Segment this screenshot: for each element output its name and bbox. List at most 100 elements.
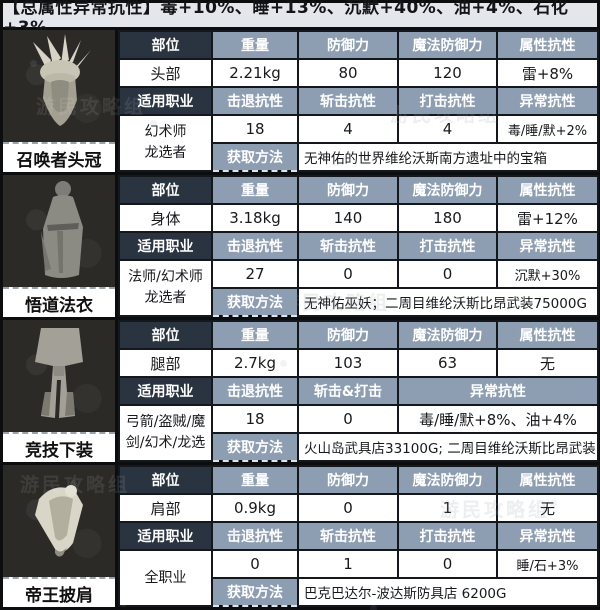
- col-header-magic-defense: 魔法防御力: [397, 320, 498, 350]
- cape-silhouette-icon: [35, 485, 83, 557]
- stat-slash: 0: [297, 259, 399, 289]
- item-panel: 帝王披肩: [3, 465, 115, 607]
- col-header-magic-defense: 魔法防御力: [397, 465, 498, 495]
- col-header-classes: 适用职业: [118, 376, 213, 406]
- pants-image: [3, 320, 115, 432]
- col-header-elem-resist: 属性抗性: [496, 465, 599, 495]
- stat-magic-defense: 63: [397, 348, 498, 378]
- acquire-label: 获取方法: [211, 142, 299, 172]
- stats-table: 部位 重量 防御力 魔法防御力 属性抗性 身体 3.18kg 140 180 雷…: [118, 175, 599, 317]
- stat-knockback: 27: [211, 259, 299, 289]
- acquire-method: 无神佑的世界维纶沃斯南方遗址中的宝箱: [297, 142, 599, 172]
- class-line: 龙选者: [144, 145, 187, 161]
- stat-knockback: 18: [211, 114, 299, 144]
- stat-part: 头部: [118, 58, 213, 88]
- stat-strike: 0: [397, 259, 498, 289]
- col-header-classes: 适用职业: [118, 521, 213, 551]
- acquire-method: 无神佑巫妖；二周目维纶沃斯比昂武装75000G: [297, 287, 599, 317]
- stat-knockback: 18: [211, 404, 299, 434]
- col-header-slash: 斩击抗性: [297, 231, 399, 261]
- stat-slash-strike: 0: [297, 404, 399, 434]
- col-header-slash: 斩击抗性: [297, 86, 399, 116]
- stat-part: 腿部: [118, 348, 213, 378]
- equipment-section-legs: 竞技下装 部位 重量 防御力 魔法防御力 属性抗性 腿部 2.7kg 103 6…: [3, 320, 599, 462]
- stat-elem-resist: 雷+12%: [496, 203, 599, 233]
- equipment-section-head: 召唤者头冠 部位 重量 防御力 魔法防御力 属性抗性 头部 2.21kg 80 …: [3, 30, 599, 172]
- cape-image: [3, 465, 115, 577]
- stat-slash: 1: [297, 549, 399, 579]
- stat-slash: 4: [297, 114, 399, 144]
- col-header-magic-defense: 魔法防御力: [397, 175, 498, 205]
- col-header-part: 部位: [118, 465, 213, 495]
- col-header-defense: 防御力: [297, 175, 399, 205]
- stat-classes: 幻术师 龙选者: [118, 114, 213, 172]
- col-header-knockback: 击退抗性: [211, 86, 299, 116]
- equipment-section-body: 悟道法衣 部位 重量 防御力 魔法防御力 属性抗性 身体 3.18kg 140 …: [3, 175, 599, 317]
- crown-silhouette-icon: [33, 34, 91, 126]
- item-panel: 竞技下装: [3, 320, 115, 462]
- class-line: 弓箭/盗贼/魔: [125, 414, 206, 430]
- item-name: 召唤者头冠: [3, 142, 115, 172]
- class-line: 龙选者: [144, 290, 187, 306]
- item-panel: 悟道法衣: [3, 175, 115, 317]
- col-header-weight: 重量: [211, 320, 299, 350]
- stat-classes: 弓箭/盗贼/魔 剑/幻术/龙选: [118, 404, 213, 462]
- acquire-label: 获取方法: [211, 287, 299, 317]
- stat-strike: 4: [397, 114, 498, 144]
- col-header-slash: 斩击抗性: [297, 521, 399, 551]
- acquire-method: 火山岛武具店33100G; 二周目维纶沃斯比昂武装: [297, 432, 599, 462]
- stat-magic-defense: 1: [397, 493, 498, 523]
- class-line: 剑/幻术/龙选: [125, 435, 206, 451]
- col-header-classes: 适用职业: [118, 231, 213, 261]
- robe-silhouette-icon: [41, 181, 83, 278]
- col-header-slash-strike: 斩击&打击: [297, 376, 399, 406]
- stats-table: 部位 重量 防御力 魔法防御力 属性抗性 肩部 0.9kg 0 1 无 适用职业…: [118, 465, 599, 607]
- acquire-label: 获取方法: [211, 432, 299, 462]
- col-header-status-resist: 异常抗性: [496, 86, 599, 116]
- col-header-strike: 打击抗性: [397, 231, 498, 261]
- col-header-strike: 打击抗性: [397, 521, 498, 551]
- stat-strike: 0: [397, 549, 498, 579]
- equipment-section-shoulder: 帝王披肩 部位 重量 防御力 魔法防御力 属性抗性 肩部 0.9kg 0 1 无…: [3, 465, 599, 607]
- acquire-label: 获取方法: [211, 577, 299, 607]
- col-header-elem-resist: 属性抗性: [496, 30, 599, 60]
- col-header-defense: 防御力: [297, 465, 399, 495]
- stat-elem-resist: 雷+8%: [496, 58, 599, 88]
- col-header-weight: 重量: [211, 465, 299, 495]
- col-header-classes: 适用职业: [118, 86, 213, 116]
- stat-status-resist: 毒/睡/默+8%、油+4%: [397, 404, 599, 434]
- stat-magic-defense: 180: [397, 203, 498, 233]
- col-header-status-resist: 异常抗性: [496, 521, 599, 551]
- col-header-knockback: 击退抗性: [211, 521, 299, 551]
- col-header-part: 部位: [118, 175, 213, 205]
- col-header-defense: 防御力: [297, 320, 399, 350]
- stat-part: 肩部: [118, 493, 213, 523]
- item-name: 悟道法衣: [3, 287, 115, 317]
- col-header-status-resist: 异常抗性: [397, 376, 599, 406]
- item-name: 帝王披肩: [3, 577, 115, 607]
- stat-weight: 2.7kg: [211, 348, 299, 378]
- stat-knockback: 0: [211, 549, 299, 579]
- stat-status-resist: 睡/石+3%: [496, 549, 599, 579]
- acquire-method: 巴克巴达尔-波达斯防具店 6200G: [297, 577, 599, 607]
- col-header-knockback: 击退抗性: [211, 376, 299, 406]
- class-line: 法师/幻术师: [128, 269, 203, 285]
- col-header-elem-resist: 属性抗性: [496, 320, 599, 350]
- col-header-knockback: 击退抗性: [211, 231, 299, 261]
- stat-defense: 140: [297, 203, 399, 233]
- col-header-strike: 打击抗性: [397, 86, 498, 116]
- item-panel: 召唤者头冠: [3, 30, 115, 172]
- stat-defense: 0: [297, 493, 399, 523]
- stat-weight: 2.21kg: [211, 58, 299, 88]
- stat-part: 身体: [118, 203, 213, 233]
- col-header-part: 部位: [118, 320, 213, 350]
- col-header-part: 部位: [118, 30, 213, 60]
- stat-defense: 80: [297, 58, 399, 88]
- item-name: 竞技下装: [3, 432, 115, 462]
- stat-magic-defense: 120: [397, 58, 498, 88]
- class-line: 幻术师: [144, 124, 187, 140]
- stat-weight: 3.18kg: [211, 203, 299, 233]
- col-header-status-resist: 异常抗性: [496, 231, 599, 261]
- col-header-weight: 重量: [211, 175, 299, 205]
